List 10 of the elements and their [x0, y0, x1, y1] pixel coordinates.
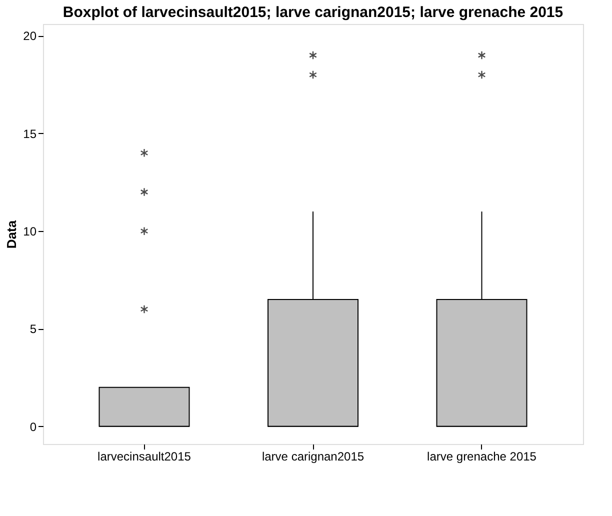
- x-tick-label: larvecinsault2015: [98, 450, 192, 464]
- y-tick-label: 20: [23, 29, 37, 44]
- y-tick-label: 15: [23, 126, 37, 141]
- y-tick-label: 10: [23, 224, 37, 239]
- x-tick-label: larve carignan2015: [262, 450, 364, 464]
- chart-title: Boxplot of larvecinsault2015; larve carignan2015; larve grenache 2015: [62, 4, 564, 21]
- x-tick-label: larve grenache 2015: [427, 450, 537, 464]
- y-tick-label: 0: [30, 420, 37, 434]
- y-tick-label: 5: [30, 322, 37, 336]
- y-axis-title: Data: [4, 220, 20, 249]
